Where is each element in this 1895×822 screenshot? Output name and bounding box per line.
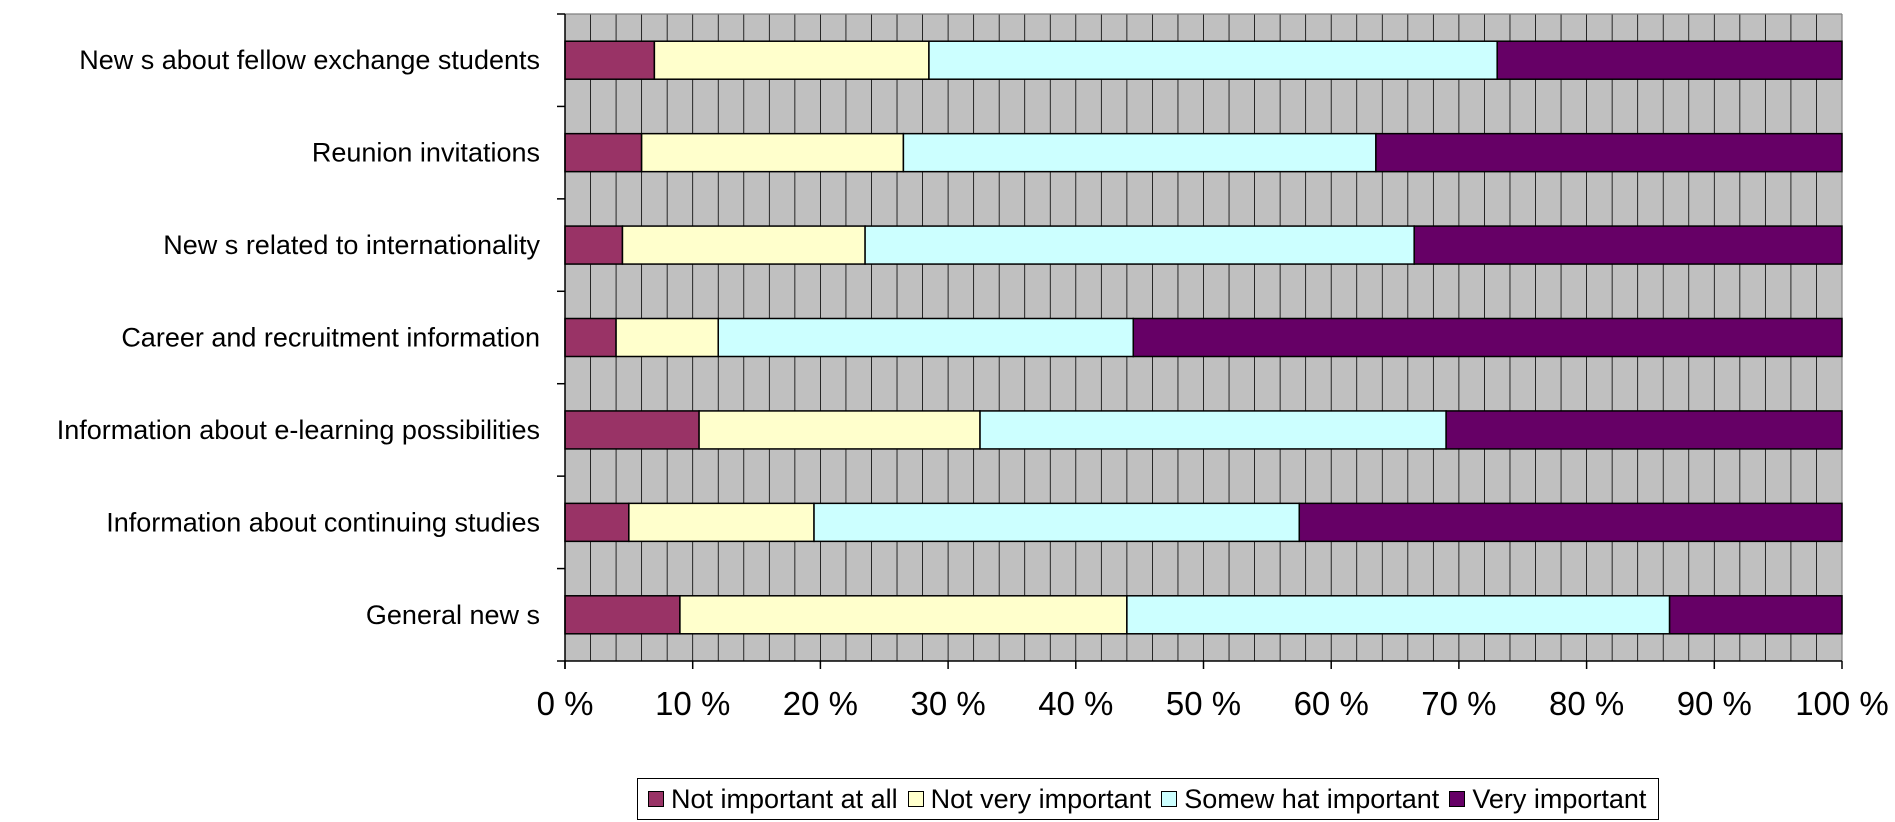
bars [564, 40, 1843, 635]
bar-segment [564, 317, 617, 358]
x-tick-label: 10 % [655, 685, 730, 722]
legend-item: Not very important [907, 783, 1152, 815]
bar-segment [813, 502, 1301, 543]
legend-swatch [648, 791, 664, 807]
bar-segment [640, 132, 905, 173]
bar-segment [564, 40, 656, 80]
bar-segment [1126, 595, 1671, 635]
legend-swatch [1449, 791, 1466, 807]
bar-segment [1298, 502, 1843, 543]
bar-segment [717, 317, 1135, 358]
x-tick-label: 40 % [1038, 685, 1113, 722]
x-tick-label: 50 % [1166, 685, 1241, 722]
bar-segment [1132, 317, 1843, 358]
bar-segment [979, 410, 1447, 450]
bar-segment [1445, 410, 1843, 450]
bar-segment [628, 502, 815, 543]
bar-segment [564, 595, 681, 635]
category-label: New s about fellow exchange students [79, 45, 540, 75]
bar-segment [564, 410, 700, 450]
legend-label: Not very important [930, 783, 1152, 814]
x-tick-label: 80 % [1549, 685, 1624, 722]
legend-item: Somew hat important [1161, 784, 1439, 815]
x-tick-label: 60 % [1294, 685, 1369, 722]
bar-segment [564, 225, 624, 265]
x-tick-label: 70 % [1421, 685, 1496, 722]
x-tick-label: 20 % [783, 685, 858, 722]
x-tick-label: 90 % [1677, 685, 1752, 722]
bar-segment [1413, 225, 1843, 265]
legend: Not important at all Not very important So… [637, 778, 1660, 820]
legend-item: Not important at all [648, 784, 898, 815]
category-label: Career and recruitment information [121, 323, 540, 353]
bar-segment [564, 502, 630, 543]
bar-segment [1668, 595, 1843, 635]
bar-segment [902, 132, 1377, 173]
bar-segment [698, 410, 981, 450]
legend-label: Somew hat important [1184, 783, 1440, 814]
category-label: Information about e-learning possibiliti… [57, 415, 540, 445]
bar-segment [1375, 132, 1843, 173]
x-tick-label: 100 % [1795, 685, 1889, 722]
bar-segment [564, 132, 643, 173]
bar-segment [928, 40, 1498, 80]
bar-segment [615, 317, 719, 358]
bar-segment [864, 225, 1415, 265]
legend-swatch [907, 791, 924, 807]
legend-label: Not important at all [671, 783, 898, 814]
category-label: Information about continuing studies [106, 507, 540, 537]
bar-segment [653, 40, 930, 80]
x-tick-labels: 0 % 10 % 20 % 30 % 40 % 50 % 60 % 70 % 80 % 90 % 1… [537, 685, 1889, 722]
legend-swatch [1161, 791, 1178, 807]
axes [557, 13, 1843, 669]
bar-segment [1496, 40, 1843, 80]
category-labels: New s about fellow exchange students Reun… [57, 45, 541, 630]
bar-segment [679, 595, 1128, 635]
bar-segment [621, 225, 866, 265]
legend-item: Very important [1449, 784, 1646, 815]
category-label: New s related to internationality [163, 230, 540, 260]
category-label: General new s [366, 600, 540, 630]
legend-label: Very important [1472, 783, 1647, 814]
x-tick-label: 30 % [910, 685, 985, 722]
x-tick-label: 0 % [537, 685, 594, 722]
category-label: Reunion invitations [312, 138, 540, 168]
